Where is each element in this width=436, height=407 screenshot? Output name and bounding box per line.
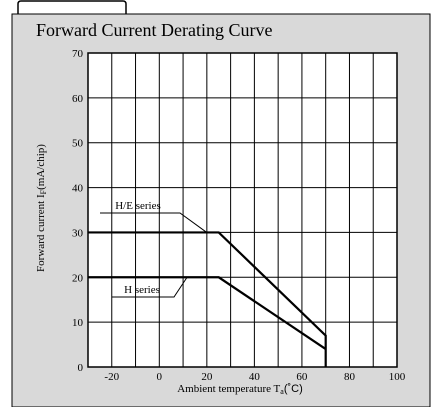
tick-labels: -20 0 20 40 60 80 100 0 10 20 30 40 50 60 70 xyxy=(72,48,406,383)
x-tick-label: 20 xyxy=(201,371,213,383)
x-tick-label: 40 xyxy=(249,371,261,383)
y-tick-label: 50 xyxy=(72,138,84,150)
annotations: H/E series H series xyxy=(100,200,208,298)
y-tick-label: 30 xyxy=(72,227,84,239)
y-tick-label: 20 xyxy=(72,272,84,284)
grid xyxy=(88,53,397,367)
series-line-he xyxy=(88,231,327,367)
y-axis-label-main: Forward current I xyxy=(35,194,47,272)
x-tick-label: 80 xyxy=(344,371,356,383)
y-tick-label: 0 xyxy=(78,362,84,374)
series-line-h xyxy=(88,276,327,350)
y-tick-label: 60 xyxy=(72,93,84,105)
y-axis-label-sub: F xyxy=(39,189,48,194)
x-axis-label-unit: (˚C) xyxy=(284,383,303,395)
x-tick-label: 100 xyxy=(389,371,406,383)
x-tick-label: 60 xyxy=(296,371,308,383)
x-tick-label: 0 xyxy=(157,371,163,383)
plot-area xyxy=(87,52,398,368)
chart-title: Forward Current Derating Curve xyxy=(36,20,272,40)
y-tick-label: 10 xyxy=(72,317,84,329)
series-lines xyxy=(88,231,327,367)
x-axis-label: Ambient temperature Ta(˚C) xyxy=(177,383,303,396)
annotation-leader-he xyxy=(100,212,208,233)
x-axis-label-sub: a xyxy=(280,387,284,396)
y-axis-label-unit: (mA/chip) xyxy=(35,144,47,190)
y-axis-label: Forward current IF(mA/chip) xyxy=(35,144,48,272)
annotation-h-series: H series xyxy=(124,284,160,296)
x-tick-label: -20 xyxy=(104,371,119,383)
x-axis-label-main: Ambient temperature T xyxy=(177,383,280,395)
y-tick-label: 70 xyxy=(72,48,84,60)
y-tick-label: 40 xyxy=(72,183,84,195)
annotation-leader-h xyxy=(112,277,188,298)
chart-tab xyxy=(17,0,127,14)
annotation-he-series: H/E series xyxy=(115,200,161,212)
